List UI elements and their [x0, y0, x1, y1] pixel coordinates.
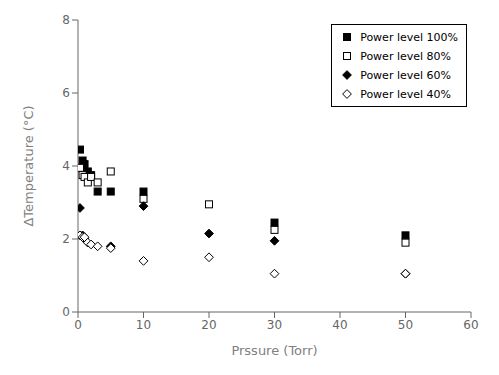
svg-text:4: 4: [62, 159, 70, 173]
svg-text:50: 50: [398, 318, 413, 332]
svg-text:Prssure (Torr): Prssure (Torr): [231, 343, 317, 358]
svg-text:ΔTemperature (°C): ΔTemperature (°C): [21, 105, 36, 226]
html-text:Power level 80%: Power level 80%: [360, 49, 451, 63]
html-text:Power level 60%: Power level 60%: [360, 68, 451, 82]
svg-text:6: 6: [62, 86, 70, 100]
svg-text:8: 8: [62, 13, 70, 27]
svg-text:40: 40: [332, 318, 347, 332]
svg-text:20: 20: [201, 318, 216, 332]
svg-text:30: 30: [267, 318, 282, 332]
svg-text:60: 60: [463, 318, 478, 332]
html-text:Power level 100%: Power level 100%: [360, 30, 458, 44]
svg-text:0: 0: [62, 305, 70, 319]
svg-text:0: 0: [74, 318, 82, 332]
svg-text:10: 10: [136, 318, 151, 332]
html-text:Power level 40%: Power level 40%: [360, 87, 451, 101]
svg-text:2: 2: [62, 232, 70, 246]
